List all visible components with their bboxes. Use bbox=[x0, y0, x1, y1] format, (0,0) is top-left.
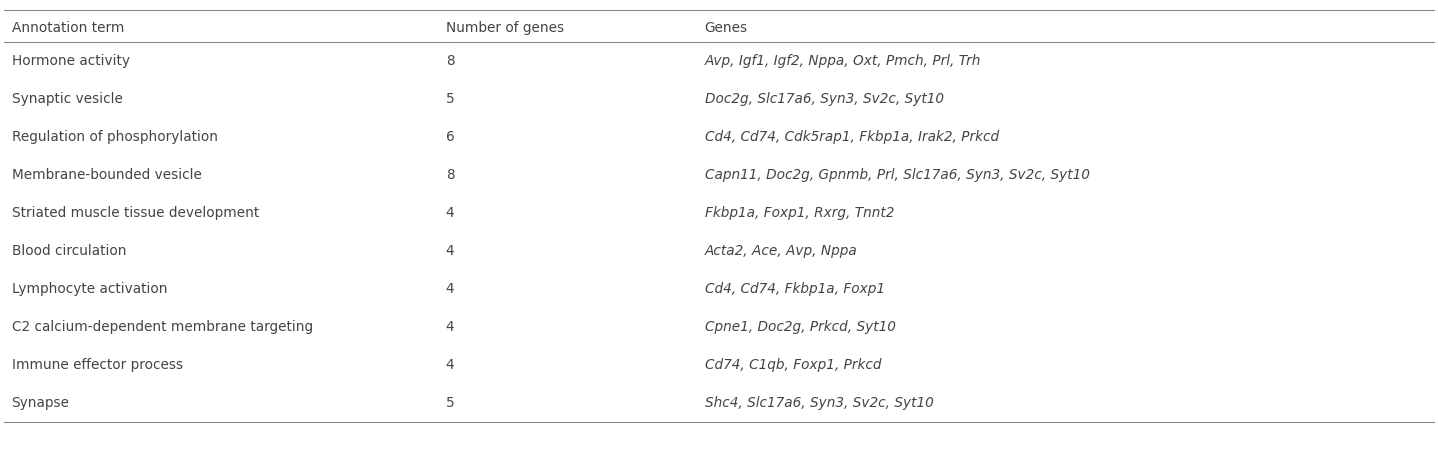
Text: Genes: Genes bbox=[705, 20, 748, 35]
Text: Cd4, Cd74, Fkbp1a, Foxp1: Cd4, Cd74, Fkbp1a, Foxp1 bbox=[705, 282, 884, 296]
Text: Capn11, Doc2g, Gpnmb, Prl, Slc17a6, Syn3, Sv2c, Syt10: Capn11, Doc2g, Gpnmb, Prl, Slc17a6, Syn3… bbox=[705, 168, 1090, 182]
Text: Cd4, Cd74, Cdk5rap1, Fkbp1a, Irak2, Prkcd: Cd4, Cd74, Cdk5rap1, Fkbp1a, Irak2, Prkc… bbox=[705, 130, 999, 144]
Text: Doc2g, Slc17a6, Syn3, Sv2c, Syt10: Doc2g, Slc17a6, Syn3, Sv2c, Syt10 bbox=[705, 92, 943, 106]
Text: Cpne1, Doc2g, Prkcd, Syt10: Cpne1, Doc2g, Prkcd, Syt10 bbox=[705, 320, 896, 334]
Text: 4: 4 bbox=[446, 320, 454, 334]
Text: Acta2, Ace, Avp, Nppa: Acta2, Ace, Avp, Nppa bbox=[705, 244, 857, 258]
Text: Avp, Igf1, Igf2, Nppa, Oxt, Pmch, Prl, Trh: Avp, Igf1, Igf2, Nppa, Oxt, Pmch, Prl, T… bbox=[705, 54, 981, 68]
Text: C2 calcium-dependent membrane targeting: C2 calcium-dependent membrane targeting bbox=[12, 320, 312, 334]
Text: Number of genes: Number of genes bbox=[446, 20, 564, 35]
Text: Hormone activity: Hormone activity bbox=[12, 54, 129, 68]
Text: 4: 4 bbox=[446, 206, 454, 220]
Text: Synaptic vesicle: Synaptic vesicle bbox=[12, 92, 122, 106]
Text: Synapse: Synapse bbox=[12, 396, 69, 410]
Text: Blood circulation: Blood circulation bbox=[12, 244, 127, 258]
Text: Shc4, Slc17a6, Syn3, Sv2c, Syt10: Shc4, Slc17a6, Syn3, Sv2c, Syt10 bbox=[705, 396, 933, 410]
Text: 4: 4 bbox=[446, 358, 454, 372]
Text: 8: 8 bbox=[446, 54, 454, 68]
Text: Striated muscle tissue development: Striated muscle tissue development bbox=[12, 206, 259, 220]
Text: 8: 8 bbox=[446, 168, 454, 182]
Text: Lymphocyte activation: Lymphocyte activation bbox=[12, 282, 167, 296]
Text: Annotation term: Annotation term bbox=[12, 20, 124, 35]
Text: Fkbp1a, Foxp1, Rxrg, Tnnt2: Fkbp1a, Foxp1, Rxrg, Tnnt2 bbox=[705, 206, 894, 220]
Text: Immune effector process: Immune effector process bbox=[12, 358, 183, 372]
Text: 4: 4 bbox=[446, 282, 454, 296]
Text: Cd74, C1qb, Foxp1, Prkcd: Cd74, C1qb, Foxp1, Prkcd bbox=[705, 358, 881, 372]
Text: 5: 5 bbox=[446, 396, 454, 410]
Text: 6: 6 bbox=[446, 130, 454, 144]
Text: 5: 5 bbox=[446, 92, 454, 106]
Text: Membrane-bounded vesicle: Membrane-bounded vesicle bbox=[12, 168, 201, 182]
Text: Regulation of phosphorylation: Regulation of phosphorylation bbox=[12, 130, 217, 144]
Text: 4: 4 bbox=[446, 244, 454, 258]
